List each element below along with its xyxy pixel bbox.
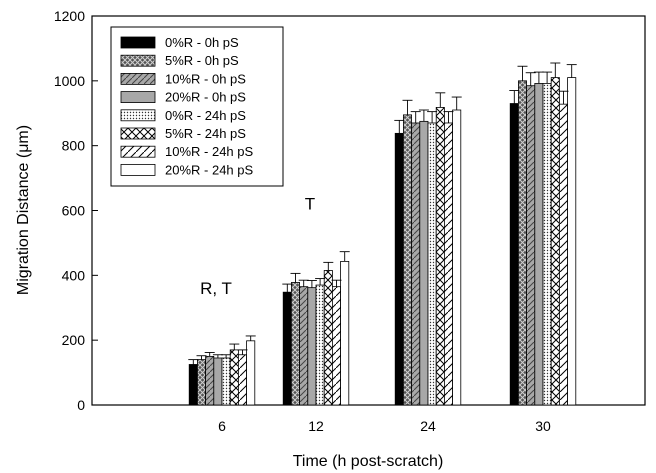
legend: 0%R - 0h pS 5%R - 0h pS 10%R - 0h pS 20%R -… — [110, 26, 284, 187]
x-axis-title: Time (h post-scratch) — [293, 453, 444, 470]
bar — [452, 109, 462, 406]
bar — [323, 270, 333, 406]
bars — [188, 77, 577, 406]
legend-label: 10%R - 24h pS — [165, 144, 253, 159]
bar — [282, 291, 292, 406]
bar — [443, 122, 453, 406]
bar — [307, 287, 317, 406]
bar — [411, 122, 421, 406]
legend-label: 20%R - 0h pS — [165, 90, 246, 105]
bar — [518, 80, 528, 406]
bar — [559, 103, 569, 406]
bar — [205, 355, 215, 406]
bar — [542, 83, 552, 406]
legend-label: 0%R - 0h pS — [165, 35, 239, 50]
y-tick-label: 1200 — [54, 8, 85, 24]
x-axis: 6 12 24 30 — [218, 399, 551, 434]
significance-annotation: T — [305, 195, 315, 214]
bar — [331, 286, 341, 406]
bar — [246, 340, 256, 406]
x-tick-label: 6 — [218, 418, 226, 434]
legend-label: 5%R - 0h pS — [165, 53, 239, 68]
bar — [315, 284, 325, 406]
y-tick-label: 800 — [62, 138, 86, 154]
significance-annotation: R, T — [200, 279, 232, 298]
bar — [435, 107, 445, 406]
legend-label: 10%R - 0h pS — [165, 71, 246, 86]
x-tick-label: 12 — [308, 418, 324, 434]
y-axis: 0 200 400 600 800 1000 1200 — [54, 8, 98, 413]
bar — [221, 357, 231, 406]
bar — [419, 120, 429, 406]
x-tick-label: 24 — [420, 418, 436, 434]
bar — [427, 122, 437, 406]
error-bars — [188, 62, 577, 365]
y-tick-label: 400 — [62, 267, 86, 283]
bar — [188, 364, 198, 406]
bar — [394, 132, 404, 406]
bar — [534, 83, 544, 406]
legend-label: 20%R - 24h pS — [165, 162, 253, 177]
legend-swatch — [120, 145, 156, 158]
bar — [196, 359, 206, 406]
y-tick-label: 1000 — [54, 73, 85, 89]
legend-label: 0%R - 24h pS — [165, 108, 246, 123]
bar — [299, 286, 309, 406]
bar — [290, 282, 300, 406]
bar — [237, 354, 247, 406]
legend-swatch — [120, 36, 156, 49]
x-tick-label: 30 — [535, 418, 551, 434]
y-tick-label: 0 — [77, 397, 85, 413]
bar — [567, 77, 577, 406]
legend-label: 5%R - 24h pS — [165, 126, 246, 141]
bar — [509, 103, 519, 406]
bar — [340, 260, 350, 406]
legend-swatch — [120, 54, 156, 67]
bar — [526, 85, 536, 406]
legend-swatch — [120, 127, 156, 140]
bar — [213, 357, 223, 406]
legend-swatch — [120, 73, 156, 85]
annotations: R, T T — [200, 195, 315, 298]
legend-swatch — [120, 163, 156, 176]
y-tick-label: 200 — [62, 332, 86, 348]
y-axis-title: Migration Distance (μm) — [15, 125, 32, 295]
legend-swatch — [120, 109, 156, 122]
legend-swatch — [120, 91, 156, 103]
bar — [229, 349, 239, 406]
y-tick-label: 600 — [62, 203, 86, 219]
bar — [550, 77, 560, 406]
bar — [402, 114, 412, 406]
